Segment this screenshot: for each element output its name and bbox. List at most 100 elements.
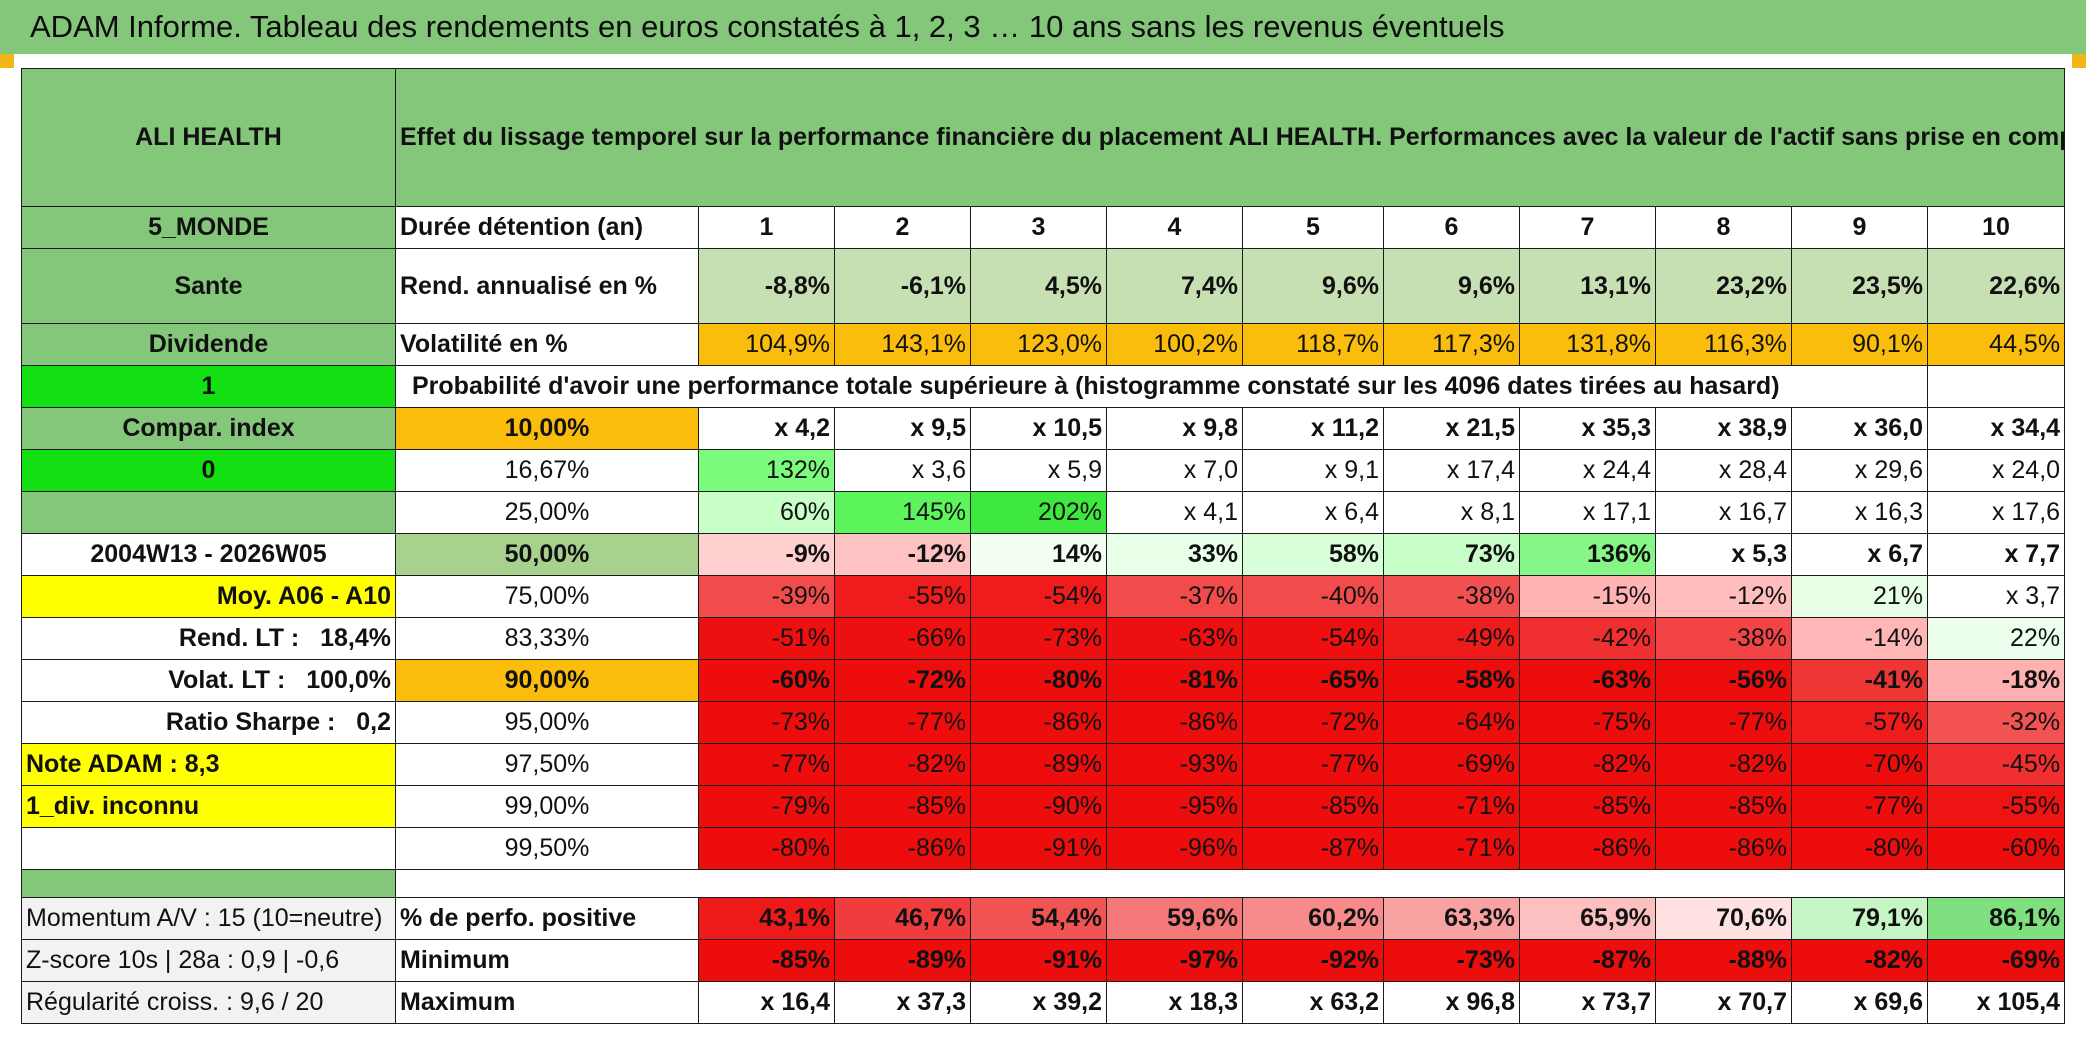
quantile-cell: -60%: [1926, 827, 2066, 870]
quantile-row: 99,50% -80% -86% -91% -96% -87% -71% -86…: [21, 827, 2066, 870]
rend-label: Rend. annualisé en %: [395, 248, 699, 324]
duration-cell: 4: [1106, 206, 1243, 249]
quantile-cell: 60%: [698, 491, 835, 534]
quantile-cell: 14%: [970, 533, 1107, 576]
quantile-cell: -82%: [1519, 743, 1656, 786]
flag-one: 1: [21, 365, 396, 408]
quantile-cell: -72%: [1242, 701, 1384, 744]
quantile-cell: x 3,7: [1926, 575, 2066, 618]
volat-row: Dividende Volatilité en % 104,9% 143,1% …: [21, 323, 2066, 366]
quantile-cell: -58%: [1383, 659, 1520, 702]
duration-cell: 3: [970, 206, 1107, 249]
quantile-row: Rend. LT : 18,4% 83,33% -51% -66% -73% -…: [21, 617, 2066, 660]
quantile-cell: -79%: [698, 785, 835, 828]
rend-cell: 23,5%: [1791, 248, 1928, 324]
quantile-cell: -39%: [698, 575, 835, 618]
quantile-cell: -73%: [698, 701, 835, 744]
quantile-cell: -80%: [970, 659, 1107, 702]
quantile-cell: -86%: [834, 827, 971, 870]
quantile-row: 25,00% 60% 145% 202% x 4,1 x 6,4 x 8,1 x…: [21, 491, 2066, 534]
quantile-cell: -77%: [1655, 701, 1792, 744]
quantile-cell: -70%: [1791, 743, 1928, 786]
quantile-cell: -90%: [970, 785, 1107, 828]
header-row: ALI HEALTH Effet du lissage temporel sur…: [21, 68, 2066, 207]
quantile-cell: -63%: [1519, 659, 1656, 702]
quantile-cell: -14%: [1791, 617, 1928, 660]
quantile-cell: -63%: [1106, 617, 1243, 660]
quantile-cell: -15%: [1519, 575, 1656, 618]
maximum-cell: x 70,7: [1655, 981, 1792, 1024]
quantile-cell: -49%: [1383, 617, 1520, 660]
volat-cell: 118,7%: [1242, 323, 1384, 366]
duration-cell: 8: [1655, 206, 1792, 249]
quantile-cell: x 4,2: [698, 407, 835, 450]
quantile-cell: -86%: [1655, 827, 1792, 870]
note-adam: Note ADAM : 8,3: [21, 743, 396, 786]
quantile-cell: x 9,1: [1242, 449, 1384, 492]
minimum-cell: -89%: [834, 939, 971, 982]
proba-title: Probabilité d'avoir une performance tota…: [395, 365, 1928, 408]
quantile-cell: 145%: [834, 491, 971, 534]
quantile-cell: 136%: [1519, 533, 1656, 576]
volat-cell: 100,2%: [1106, 323, 1243, 366]
rend-cell: 9,6%: [1383, 248, 1520, 324]
quantile-cell: -85%: [1242, 785, 1384, 828]
volat-cell: 117,3%: [1383, 323, 1520, 366]
quantile-cell: -80%: [1791, 827, 1928, 870]
rend-cell: 7,4%: [1106, 248, 1243, 324]
quantile-cell: -9%: [698, 533, 835, 576]
quantile-label: 25,00%: [395, 491, 699, 534]
quantile-cell: -69%: [1383, 743, 1520, 786]
positive-cell: 63,3%: [1383, 897, 1520, 940]
quantile-cell: -56%: [1655, 659, 1792, 702]
quantile-cell: x 36,0: [1791, 407, 1928, 450]
corner-marker-left: [0, 54, 14, 68]
sharpe: Ratio Sharpe : 0,2: [21, 701, 396, 744]
quantile-cell: -51%: [698, 617, 835, 660]
maximum-cell: x 16,4: [698, 981, 835, 1024]
quantile-cell: x 38,9: [1655, 407, 1792, 450]
empty-label: [21, 491, 396, 534]
volat-cell: 90,1%: [1791, 323, 1928, 366]
asset-name: ALI HEALTH: [21, 68, 396, 207]
volat-cell: 44,5%: [1926, 323, 2066, 366]
quantile-label: 95,00%: [395, 701, 699, 744]
moy-label: Moy. A06 - A10: [21, 575, 396, 618]
positive-cell: 79,1%: [1791, 897, 1928, 940]
positive-label: % de perfo. positive: [395, 897, 699, 940]
quantile-cell: -55%: [1926, 785, 2066, 828]
quantile-label: 16,67%: [395, 449, 699, 492]
quantile-label: 99,00%: [395, 785, 699, 828]
quantile-cell: -38%: [1655, 617, 1792, 660]
volat-lt-label: Volat. LT :: [168, 666, 286, 694]
positive-cell: 70,6%: [1655, 897, 1792, 940]
quantile-cell: -95%: [1106, 785, 1243, 828]
quantile-row: Volat. LT : 100,0% 90,00% -60% -72% -80%…: [21, 659, 2066, 702]
quantile-cell: -85%: [1519, 785, 1656, 828]
quantile-cell: -72%: [834, 659, 971, 702]
rend-cell: 4,5%: [970, 248, 1107, 324]
quantile-cell: x 17,4: [1383, 449, 1520, 492]
quantile-cell: -86%: [1519, 827, 1656, 870]
positive-cell: 59,6%: [1106, 897, 1243, 940]
regularite-label: Régularité croiss. : 9,6 / 20: [21, 981, 396, 1024]
quantile-label: 99,50%: [395, 827, 699, 870]
quantile-cell: -77%: [1242, 743, 1384, 786]
quantile-cell: -77%: [1791, 785, 1928, 828]
quantile-cell: x 7,0: [1106, 449, 1243, 492]
maximum-cell: x 73,7: [1519, 981, 1656, 1024]
rend-lt: Rend. LT : 18,4%: [21, 617, 396, 660]
performance-table: ALI HEALTH Effet du lissage temporel sur…: [21, 68, 2066, 1024]
minimum-cell: -87%: [1519, 939, 1656, 982]
quantile-cell: x 34,4: [1926, 407, 2066, 450]
quantile-cell: -86%: [1106, 701, 1243, 744]
maximum-cell: x 37,3: [834, 981, 971, 1024]
quantile-cell: x 8,1: [1383, 491, 1520, 534]
rend-cell: 13,1%: [1519, 248, 1656, 324]
proba-title-row: 1 Probabilité d'avoir une performance to…: [21, 365, 2066, 408]
quantile-row: Compar. index 10,00% x 4,2 x 9,5 x 10,5 …: [21, 407, 2066, 450]
maximum-row: Régularité croiss. : 9,6 / 20 Maximum x …: [21, 981, 2066, 1024]
spacer-row: [21, 869, 2066, 898]
type-label: Dividende: [21, 323, 396, 366]
minimum-label: Minimum: [395, 939, 699, 982]
